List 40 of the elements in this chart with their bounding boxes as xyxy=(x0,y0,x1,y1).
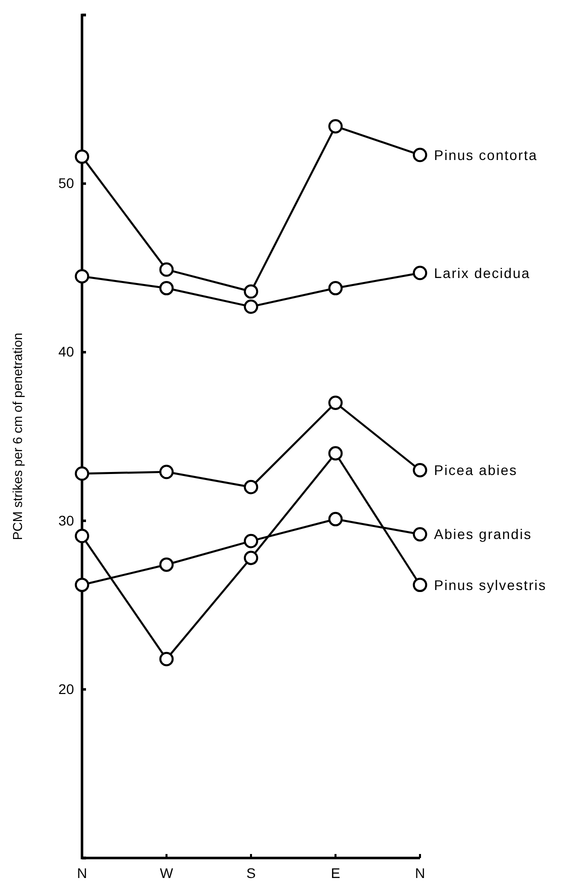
point xyxy=(412,148,428,162)
point xyxy=(74,578,90,592)
y-tick-label: 30 xyxy=(58,512,74,528)
point xyxy=(159,464,174,480)
point xyxy=(159,262,174,277)
y-tick-label: 50 xyxy=(58,175,74,192)
point xyxy=(328,512,343,526)
point xyxy=(244,284,258,299)
point xyxy=(412,527,428,542)
x-tick-label: N xyxy=(414,864,426,881)
series-label: Abies grandis xyxy=(434,526,532,542)
point xyxy=(412,463,428,478)
point xyxy=(74,149,90,164)
series-label: Larix decidua xyxy=(434,264,530,281)
point xyxy=(244,480,258,494)
y-tick-label: 20 xyxy=(58,680,74,697)
series-label: Pinus contorta xyxy=(434,146,538,163)
y-axis-title: PCM strikes per 6 cm of penetration xyxy=(10,332,25,540)
point xyxy=(328,396,343,410)
x-tick-label: E xyxy=(330,864,340,881)
series-label: Pinus sylvestris xyxy=(434,576,546,593)
point xyxy=(74,528,90,544)
point xyxy=(159,652,174,666)
point xyxy=(328,119,343,134)
point xyxy=(159,557,174,572)
point xyxy=(412,266,428,280)
point xyxy=(328,446,343,461)
x-tick-label: W xyxy=(160,864,174,881)
series-label: Picea abies xyxy=(434,462,518,478)
point xyxy=(244,534,258,548)
point xyxy=(74,466,90,481)
x-tick-label: N xyxy=(76,864,88,881)
point xyxy=(244,300,258,314)
point xyxy=(74,269,90,284)
point xyxy=(244,550,258,566)
point xyxy=(412,578,428,592)
point xyxy=(159,280,174,296)
x-tick-label: S xyxy=(246,864,256,881)
point xyxy=(328,280,343,296)
y-tick-label: 40 xyxy=(58,344,74,360)
